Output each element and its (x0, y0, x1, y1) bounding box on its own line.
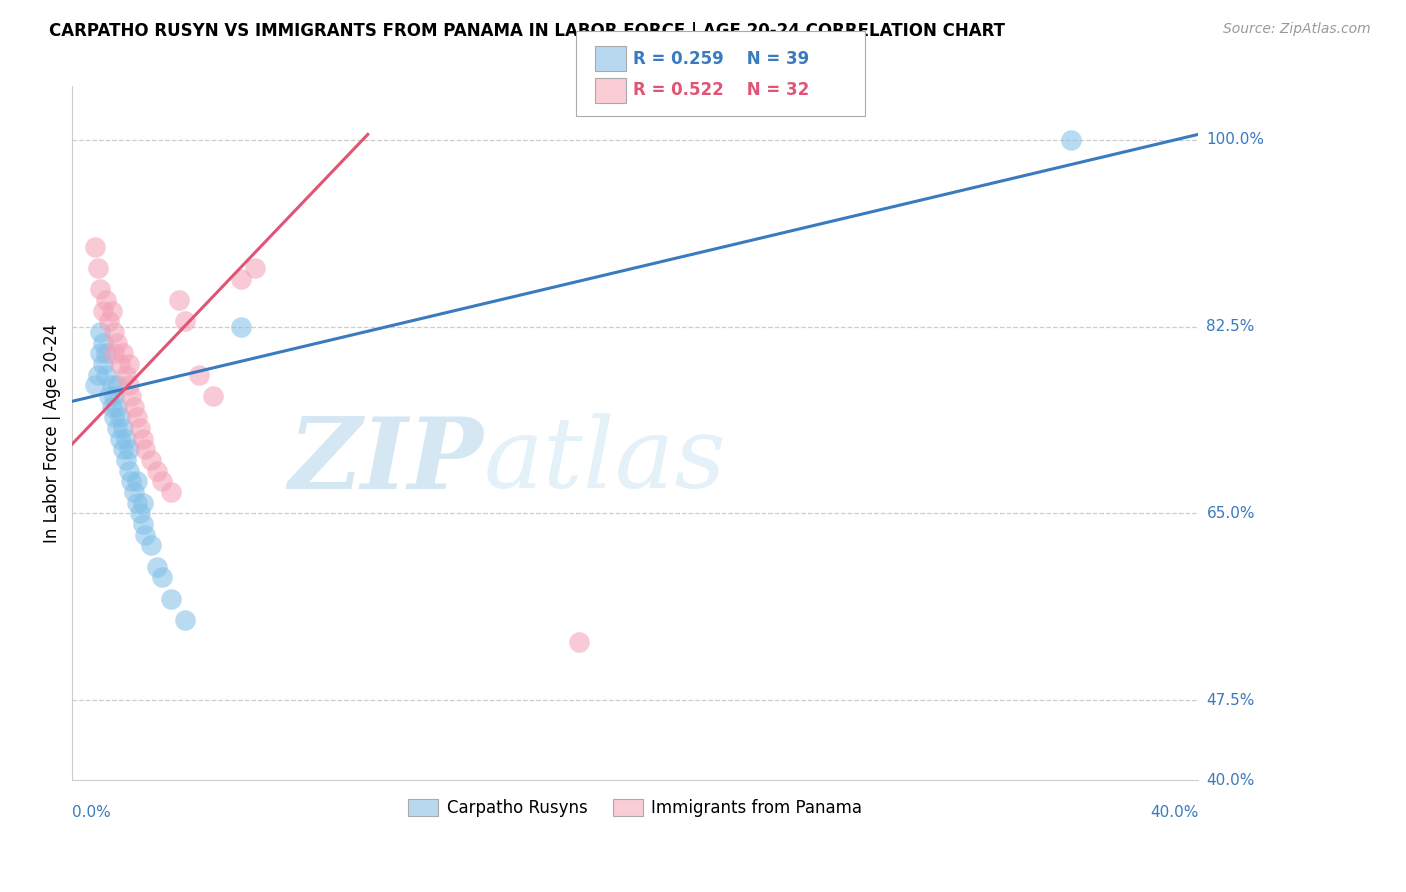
Point (125, 496, 148, 510)
Text: R = 0.522    N = 32: R = 0.522 N = 32 (633, 81, 808, 99)
Text: CARPATHO RUSYN VS IMMIGRANTS FROM PANAMA IN LABOR FORCE | AGE 20-24 CORRELATION : CARPATHO RUSYN VS IMMIGRANTS FROM PANAMA… (49, 22, 1005, 40)
Point (131, 517, 153, 532)
Point (229, 271, 252, 285)
Point (111, 421, 134, 435)
Point (229, 319, 252, 334)
Point (91, 335, 114, 350)
Text: 40.0%: 40.0% (1150, 805, 1198, 821)
Point (105, 421, 128, 435)
Point (108, 357, 131, 371)
Point (173, 613, 195, 627)
Point (91, 357, 114, 371)
Text: R = 0.259    N = 39: R = 0.259 N = 39 (633, 50, 808, 68)
Point (125, 475, 148, 489)
Text: atlas: atlas (484, 413, 725, 508)
Point (114, 368, 136, 382)
Point (120, 475, 142, 489)
Point (114, 432, 136, 446)
Text: Source: ZipAtlas.com: Source: ZipAtlas.com (1223, 22, 1371, 37)
Point (97, 314, 120, 328)
Point (94, 368, 117, 382)
Point (117, 378, 139, 392)
Point (134, 442, 156, 457)
Point (89, 346, 111, 360)
Point (122, 400, 145, 414)
Point (145, 464, 167, 478)
Point (159, 591, 181, 606)
Text: 82.5%: 82.5% (1206, 319, 1254, 334)
Point (122, 485, 145, 500)
Point (117, 442, 139, 457)
Point (150, 475, 173, 489)
Point (103, 346, 125, 360)
Point (139, 453, 162, 467)
Point (103, 325, 125, 339)
Point (83, 239, 105, 253)
Point (131, 432, 153, 446)
Point (105, 335, 128, 350)
Point (94, 293, 117, 307)
Point (89, 282, 111, 296)
Legend: Carpatho Rusyns, Immigrants from Panama: Carpatho Rusyns, Immigrants from Panama (402, 792, 869, 824)
Point (201, 389, 224, 403)
Point (83, 378, 105, 392)
Point (245, 260, 267, 275)
Point (86, 260, 108, 275)
Point (111, 346, 134, 360)
Point (568, 634, 591, 648)
Point (97, 389, 120, 403)
Text: 65.0%: 65.0% (1206, 506, 1256, 521)
Point (105, 400, 128, 414)
Text: 0.0%: 0.0% (72, 805, 111, 821)
Point (91, 303, 114, 318)
Point (117, 357, 139, 371)
Point (100, 303, 122, 318)
Text: ZIP: ZIP (288, 413, 484, 509)
Point (108, 410, 131, 425)
Point (103, 410, 125, 425)
Text: 40.0%: 40.0% (1206, 772, 1254, 788)
Point (125, 410, 148, 425)
Point (86, 368, 108, 382)
Point (108, 432, 131, 446)
Point (89, 325, 111, 339)
Point (139, 538, 162, 552)
Point (103, 389, 125, 403)
Point (100, 400, 122, 414)
Point (145, 559, 167, 574)
Point (1060, 133, 1083, 147)
Point (117, 464, 139, 478)
Point (150, 570, 173, 584)
Point (173, 314, 195, 328)
Point (167, 293, 190, 307)
Point (159, 485, 181, 500)
Point (187, 368, 209, 382)
Point (94, 346, 117, 360)
Point (114, 453, 136, 467)
Point (120, 389, 142, 403)
Text: 47.5%: 47.5% (1206, 693, 1254, 707)
Point (105, 378, 128, 392)
Point (134, 527, 156, 541)
Point (131, 496, 153, 510)
Point (100, 378, 122, 392)
Point (111, 442, 134, 457)
Point (128, 507, 150, 521)
Y-axis label: In Labor Force | Age 20-24: In Labor Force | Age 20-24 (44, 324, 60, 543)
Text: 100.0%: 100.0% (1206, 132, 1264, 147)
Point (128, 421, 150, 435)
